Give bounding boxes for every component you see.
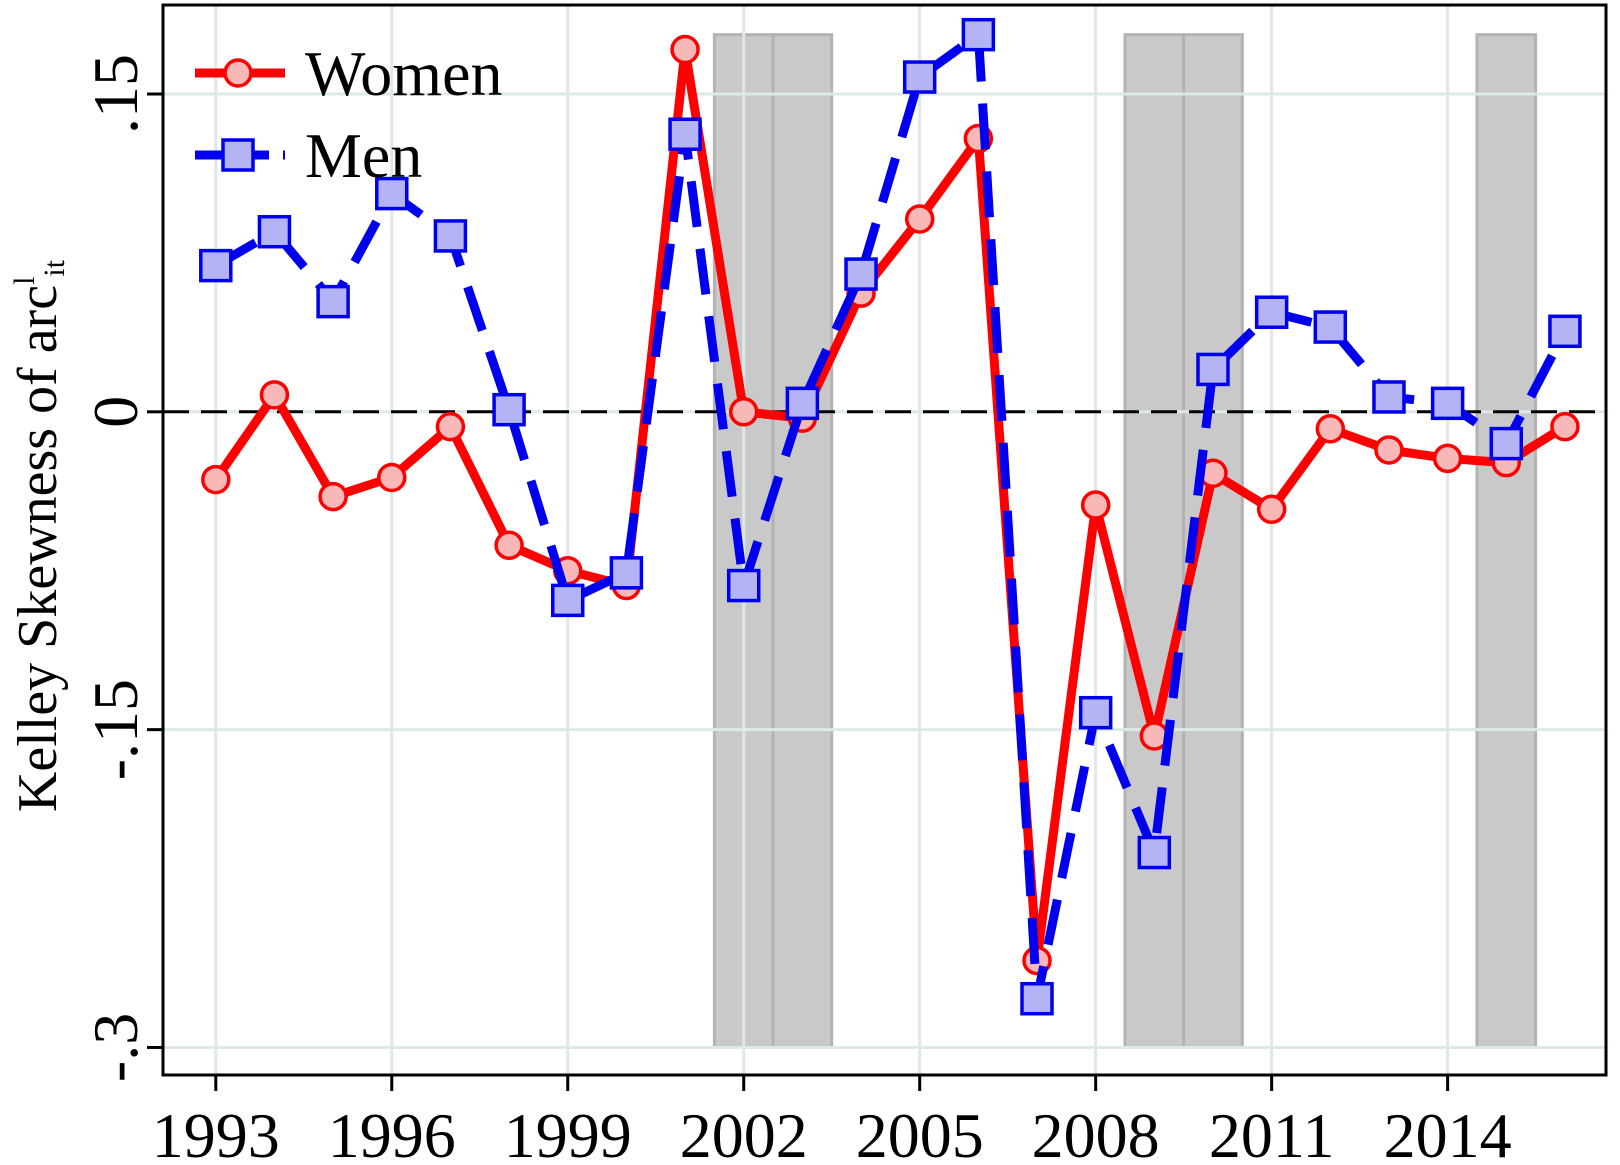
data-point [375,176,409,211]
data-point [609,556,644,590]
data-point [316,284,350,319]
legend-item-women: Women [195,38,502,109]
x-tick-label: 1996 [328,1100,456,1165]
data-point [259,380,290,410]
data-point [1550,411,1580,442]
data-point [1315,414,1346,444]
y-tick-label: -.3 [80,1013,151,1082]
data-point [726,568,761,603]
recession-band [771,33,834,1049]
y-axis-label-superscript: l [8,277,41,285]
y-tick-label: 0 [80,396,151,428]
data-point [670,34,700,65]
x-tick-label: 1993 [152,1100,280,1165]
x-tick-label: 2008 [1032,1100,1160,1165]
y-axis-label: Kelley Skewness of arclit [7,259,71,812]
data-point [1432,443,1463,474]
data-point [844,257,878,291]
x-tick-label: 2014 [1384,1100,1512,1165]
data-point [1256,494,1287,525]
data-point [433,219,468,253]
recession-band [1123,33,1186,1049]
data-point [1078,695,1113,730]
data-point [1430,386,1465,421]
data-point [377,462,407,493]
legend-marker [221,138,255,172]
data-point [904,204,935,234]
data-point [1548,314,1582,349]
plot-frame [161,3,1608,1077]
data-point [1080,490,1111,520]
data-point [1020,981,1054,1016]
data-point [1137,835,1172,870]
grid-lines [163,5,1606,1075]
data-point [785,386,820,421]
axes: 1993 1996 1999 2002 2005 2008 2011 2014 -.3 -.15 0… [80,3,1608,1165]
data-point [494,530,524,561]
y-tick-label: -.15 [80,679,151,780]
data-point [728,397,759,427]
legend-label: Men [305,120,422,191]
recession-bands [712,33,1538,1049]
data-point [1374,435,1404,465]
data-point [435,411,466,442]
data-point [1313,310,1348,344]
recession-band [1475,33,1538,1049]
data-point [961,17,996,52]
data-point [1196,352,1230,387]
legend-item-men: Men [195,120,422,191]
data-point [492,392,526,427]
data-point [902,60,937,94]
x-tick-label: 2002 [680,1100,808,1165]
series-layer [199,17,1582,1016]
data-point [1489,426,1524,461]
y-tick-label: .15 [80,54,151,134]
data-point [550,583,585,618]
data-point [668,117,702,151]
legend: Women Men [195,38,502,191]
legend-label: Women [305,38,502,109]
data-point [1372,380,1406,414]
x-tick-label: 2011 [1209,1100,1335,1165]
data-point [1254,295,1289,329]
data-point [199,248,233,283]
y-axis-label-subscript: it [38,259,71,276]
series-women [201,34,1580,976]
series-men [199,17,1582,1016]
x-tick-label: 2005 [856,1100,984,1165]
data-point [201,464,231,495]
x-tick-label: 1999 [504,1100,632,1165]
data-point [318,481,348,512]
data-point [257,214,292,249]
y-axis-label-main: Kelley Skewness of arc [7,285,69,812]
legend-marker [223,58,253,88]
